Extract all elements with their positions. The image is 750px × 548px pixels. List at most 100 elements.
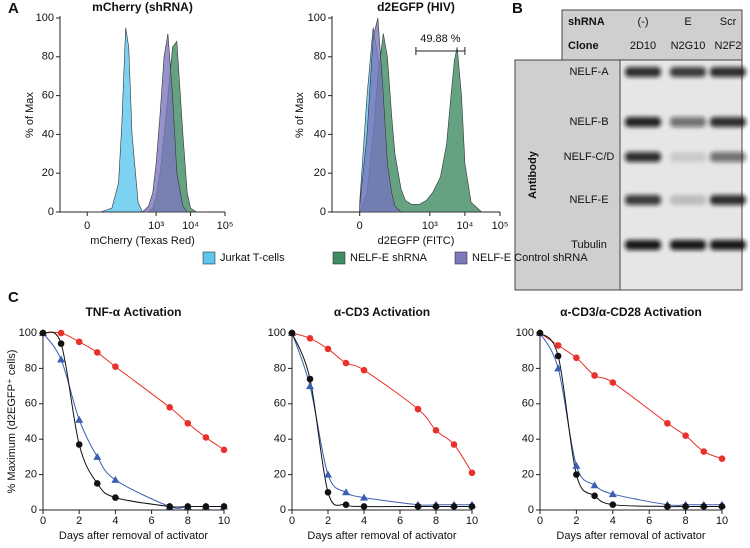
marker: [57, 329, 65, 337]
y-tick-label: 0: [48, 206, 54, 218]
marker: [288, 329, 296, 337]
marker: [220, 503, 228, 510]
legend-label: NELF-E Control shRNA: [472, 252, 588, 264]
chart-title: α-CD3 Activation: [334, 305, 430, 319]
y-tick-label: 20: [522, 469, 534, 481]
y-tick-label: 60: [274, 398, 286, 410]
blot-band: [625, 67, 661, 77]
y-tick-label: 100: [516, 327, 534, 339]
x-tick-label: 4: [361, 515, 367, 527]
chart-title: α-CD3/α-CD28 Activation: [560, 305, 702, 319]
x-tick-label: 0: [84, 220, 90, 232]
x-axis-label: Days after removal of activator: [59, 530, 209, 542]
marker: [590, 481, 599, 489]
marker: [324, 489, 332, 496]
marker: [700, 503, 708, 510]
antibody-label: Tubulin: [571, 239, 607, 251]
legend-label: Jurkat T-cells: [220, 252, 285, 264]
x-tick-label: 10³: [148, 220, 164, 232]
shrna-label: shRNA: [568, 16, 605, 28]
marker: [414, 405, 422, 413]
y-axis-label: % of Max: [24, 92, 36, 138]
x-tick-label: 10: [466, 515, 478, 527]
legend-label: NELF-E shRNA: [350, 252, 428, 264]
x-tick-label: 6: [149, 515, 155, 527]
y-tick-label: 40: [314, 128, 326, 140]
marker: [536, 329, 544, 337]
blot-label-column: [514, 59, 621, 291]
marker: [360, 503, 368, 510]
blot-band: [710, 240, 746, 250]
marker: [342, 359, 350, 367]
y-tick-label: 60: [522, 398, 534, 410]
y-axis-label: % of Max: [294, 92, 306, 138]
blot-band: [670, 240, 706, 250]
y-tick-label: 80: [314, 51, 326, 63]
x-tick-label: 10: [716, 515, 728, 527]
y-tick-label: 40: [274, 433, 286, 445]
fit-curve: [291, 332, 472, 508]
y-tick-label: 0: [31, 504, 37, 516]
marker: [75, 338, 83, 346]
antibody-label: NELF-E: [569, 194, 608, 206]
x-axis-label: Days after removal of activator: [556, 530, 706, 542]
marker: [554, 342, 562, 349]
marker: [184, 503, 192, 510]
y-tick-label: 80: [522, 362, 534, 374]
marker: [220, 446, 228, 454]
marker: [94, 480, 101, 487]
lane-label: (-): [638, 16, 649, 28]
histogram-area: [87, 40, 207, 213]
marker: [609, 379, 617, 386]
marker: [554, 352, 562, 360]
y-tick-label: 0: [280, 504, 286, 516]
marker: [342, 488, 350, 496]
marker: [324, 470, 332, 478]
lane-label: E: [684, 16, 691, 28]
x-tick-label: 0: [40, 515, 46, 527]
blot-band: [670, 152, 706, 162]
y-tick-label: 40: [42, 128, 54, 140]
y-tick-label: 100: [268, 327, 286, 339]
gate-annotation: 49.88 %: [420, 33, 461, 45]
marker: [450, 503, 458, 510]
marker: [202, 434, 210, 441]
marker: [664, 419, 671, 427]
marker: [718, 455, 726, 462]
marker: [573, 471, 580, 478]
y-tick-label: 100: [19, 327, 37, 339]
blot-band: [710, 67, 746, 77]
y-tick-label: 60: [314, 90, 326, 102]
lane-label: Scr: [720, 16, 737, 28]
fit-curve: [291, 332, 472, 506]
y-tick-label: 80: [42, 51, 54, 63]
blot-band: [625, 152, 661, 162]
antibody-label: NELF-C/D: [564, 151, 615, 163]
panel-label: A: [8, 0, 19, 17]
marker: [608, 490, 617, 498]
x-tick-label: 10⁴: [456, 220, 473, 232]
marker: [324, 345, 332, 353]
marker: [450, 441, 458, 448]
blot-header: [561, 9, 743, 61]
clone-label: Clone: [568, 40, 599, 52]
blot-band: [710, 117, 746, 127]
fit-curve: [291, 332, 473, 474]
marker: [360, 366, 368, 374]
y-tick-label: 60: [42, 90, 54, 102]
antibody-label: NELF-A: [569, 66, 609, 78]
marker: [112, 494, 119, 501]
y-tick-label: 100: [36, 12, 54, 24]
marker: [718, 503, 726, 510]
x-axis-label: mCherry (Texas Red): [90, 235, 195, 247]
x-tick-label: 0: [537, 515, 543, 527]
marker: [468, 469, 476, 477]
x-tick-label: 6: [646, 515, 652, 527]
marker: [591, 372, 598, 379]
legend-swatch: [454, 251, 468, 265]
y-tick-label: 20: [25, 469, 37, 481]
marker: [342, 501, 350, 508]
marker: [111, 475, 120, 483]
y-tick-label: 20: [274, 469, 286, 481]
